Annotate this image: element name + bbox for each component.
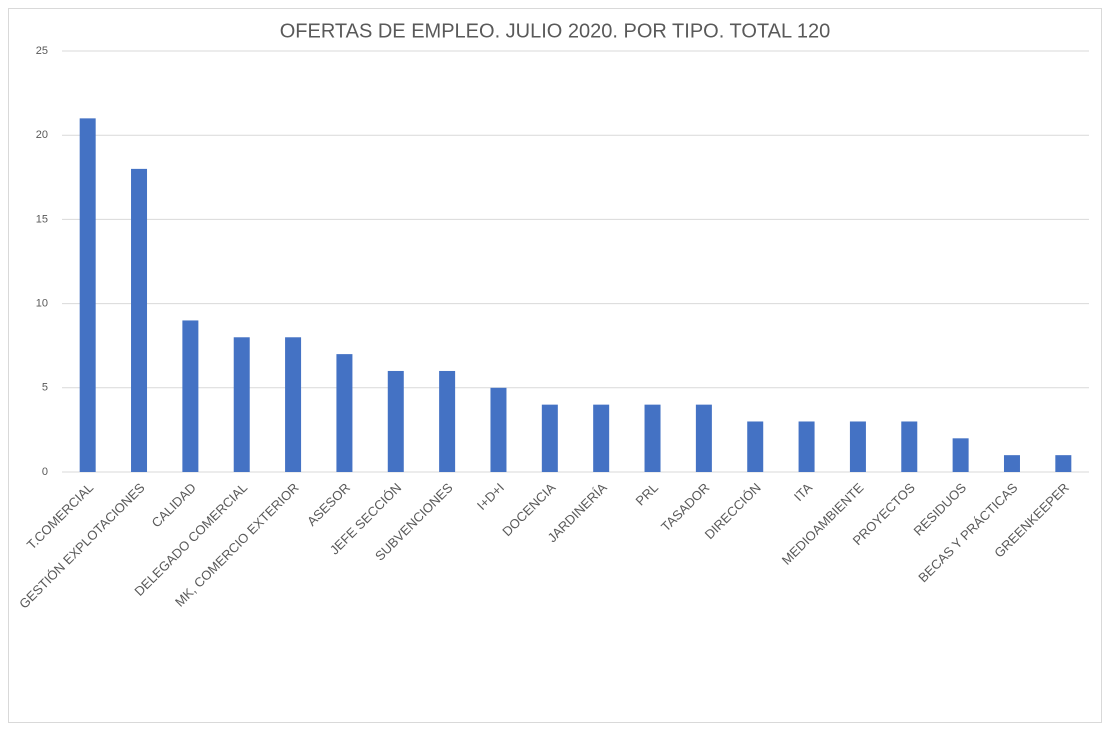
bar [490,387,507,472]
bar [849,421,866,472]
y-tick-label: 20 [36,129,48,141]
bar [593,404,610,472]
bar [131,168,148,472]
bar [439,370,456,472]
bar [541,404,558,472]
bar [233,337,250,472]
y-tick-label: 15 [36,213,48,225]
bar [695,404,712,472]
bar [747,421,764,472]
bar [1003,455,1020,472]
bar [901,421,918,472]
y-tick-label: 25 [36,45,48,57]
bar [336,354,353,472]
chart-title: OFERTAS DE EMPLEO. JULIO 2020. POR TIPO.… [280,20,831,42]
bar [798,421,815,472]
bar [79,118,96,473]
y-tick-label: 0 [42,466,48,478]
bar [285,337,302,472]
y-tick-label: 10 [36,298,48,310]
bar [1055,455,1072,472]
y-tick-label: 5 [42,382,48,394]
bar [952,438,969,472]
bar [182,320,199,472]
bar [644,404,661,472]
bar [387,370,404,472]
chart-frame [8,8,1102,723]
